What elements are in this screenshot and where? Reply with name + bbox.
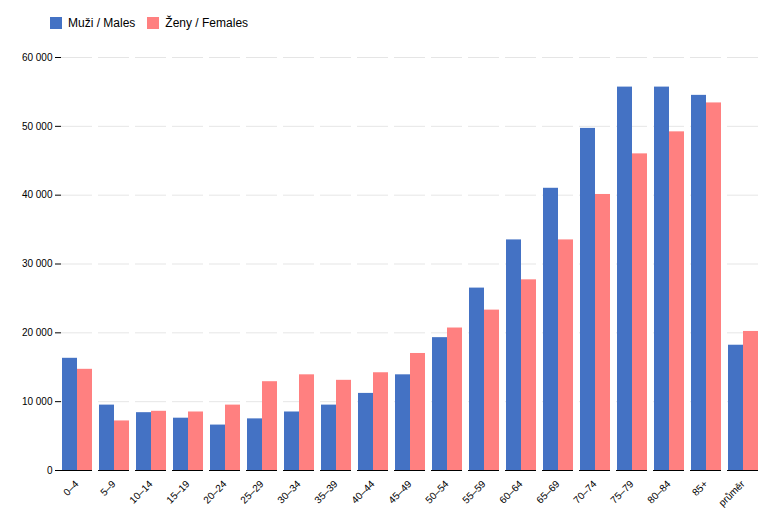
svg-text:35–39: 35–39: [312, 478, 340, 506]
svg-text:20 000: 20 000: [22, 327, 53, 338]
svg-text:50–54: 50–54: [423, 478, 451, 506]
svg-text:15–19: 15–19: [164, 478, 192, 506]
svg-text:60–64: 60–64: [497, 478, 525, 506]
svg-text:0–4: 0–4: [61, 478, 81, 498]
svg-text:40 000: 40 000: [22, 189, 53, 200]
svg-text:65–69: 65–69: [534, 478, 562, 506]
svg-text:30–34: 30–34: [275, 478, 303, 506]
svg-text:85+: 85+: [690, 478, 710, 498]
svg-text:průměr: průměr: [716, 478, 747, 509]
svg-text:10–14: 10–14: [127, 478, 155, 506]
svg-text:30 000: 30 000: [22, 258, 53, 269]
html-text:Muži / Males: Muži / Males: [68, 15, 136, 30]
html-text:Ženy / Females: Ženy / Females: [165, 15, 249, 30]
svg-text:60 000: 60 000: [22, 52, 53, 63]
svg-text:50 000: 50 000: [22, 121, 53, 132]
svg-text:25–29: 25–29: [238, 478, 266, 506]
svg-text:45–49: 45–49: [386, 478, 414, 506]
svg-text:75–79: 75–79: [608, 478, 636, 506]
svg-text:5–9: 5–9: [98, 478, 118, 498]
svg-text:80–84: 80–84: [645, 478, 673, 506]
svg-text:0: 0: [47, 465, 53, 476]
svg-text:10 000: 10 000: [22, 396, 53, 407]
svg-text:70–74: 70–74: [571, 478, 599, 506]
svg-text:55–59: 55–59: [460, 478, 488, 506]
svg-text:40–44: 40–44: [349, 478, 377, 506]
svg-text:20–24: 20–24: [201, 478, 229, 506]
